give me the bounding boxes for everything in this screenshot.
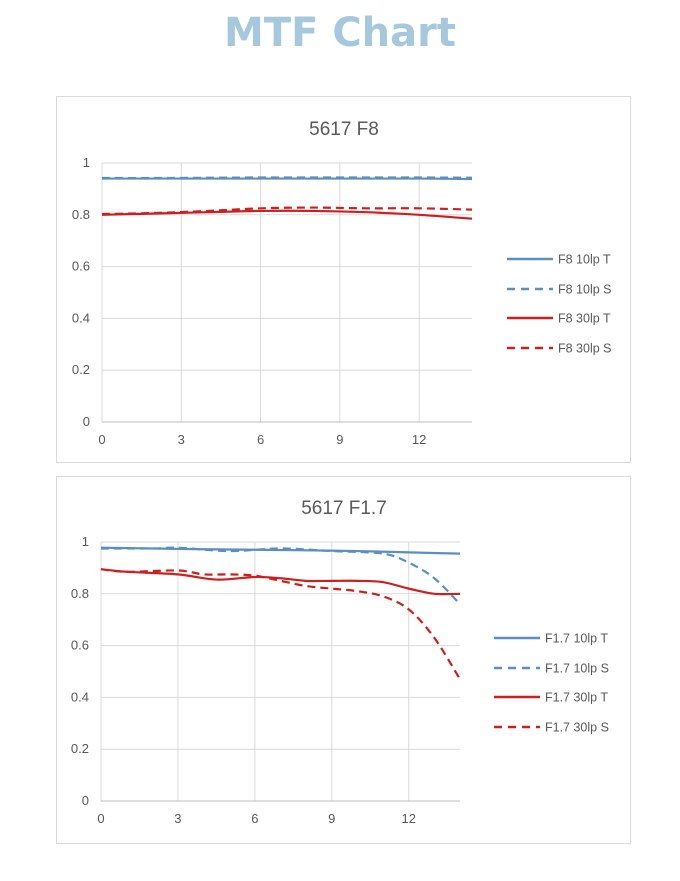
- x-tick-label: 3: [174, 811, 181, 826]
- legend-label: F1.7 30lp S: [545, 721, 609, 735]
- y-tick-label: 0.4: [72, 310, 90, 325]
- x-tick-label: 6: [257, 432, 264, 447]
- y-tick-label: 0.6: [72, 259, 90, 274]
- y-tick-label: 0.8: [72, 207, 90, 222]
- chart-panel-f8: 5617 F8 0 0.2 0.4 0.6 0.8 1 0 3 6 9 12 F8 10lp T F8 1…: [56, 96, 631, 463]
- x-tick-label: 0: [97, 811, 104, 826]
- mtf-chart-f17: 5617 F1.7 0 0.2 0.4 0.6 0.8 1 0 3 6 9 12 F1.7 10lp T…: [71, 498, 609, 826]
- x-tick-label: 3: [178, 432, 185, 447]
- y-tick-label: 0.2: [71, 741, 89, 756]
- y-tick-label: 0: [82, 793, 89, 808]
- x-tick-label: 12: [401, 811, 415, 826]
- page-title: MTF Chart: [223, 10, 456, 56]
- y-tick-label: 0.6: [71, 638, 89, 653]
- series-line-f8-30lp-s: [101, 206, 473, 216]
- series-line-f1-7-10lp-s: [100, 546, 461, 605]
- legend-label: F8 10lp S: [558, 283, 612, 297]
- y-tick-label: 0.2: [72, 362, 90, 377]
- series-line-f8-10lp-s: [101, 176, 473, 180]
- chart-title: 5617 F1.7: [301, 498, 387, 519]
- legend-label: F1.7 10lp T: [545, 632, 608, 646]
- y-tick-label: 0.4: [71, 689, 89, 704]
- y-tick-label: 1: [83, 155, 90, 170]
- x-tick-label: 9: [328, 811, 335, 826]
- legend-label: F1.7 10lp S: [545, 662, 609, 676]
- legend-label: F8 30lp S: [558, 342, 612, 356]
- y-tick-label: 1: [82, 534, 89, 549]
- legend-label: F8 10lp T: [558, 253, 611, 267]
- x-tick-label: 9: [336, 432, 343, 447]
- legend-label: F1.7 30lp T: [545, 691, 608, 705]
- legend-label: F8 30lp T: [558, 312, 611, 326]
- x-tick-label: 6: [251, 811, 258, 826]
- series-line-f1-7-30lp-s: [100, 568, 461, 680]
- x-tick-label: 12: [412, 432, 426, 447]
- y-tick-label: 0: [83, 414, 90, 429]
- x-tick-label: 0: [98, 432, 105, 447]
- chart-title: 5617 F8: [309, 119, 379, 140]
- series-line-f1-7-30lp-t: [100, 568, 461, 596]
- chart-panel-f17: 5617 F1.7 0 0.2 0.4 0.6 0.8 1 0 3 6 9 12 F1.7 10lp T…: [56, 476, 631, 844]
- mtf-chart-f8: 5617 F8 0 0.2 0.4 0.6 0.8 1 0 3 6 9 12 F8 10lp T F8 1…: [72, 119, 612, 447]
- y-tick-label: 0.8: [71, 586, 89, 601]
